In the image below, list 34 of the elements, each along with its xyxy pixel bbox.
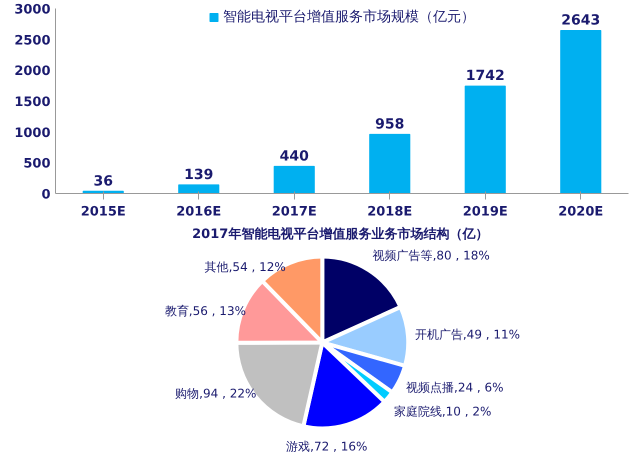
y-tick-label: 1000 [14, 126, 51, 141]
x-tick-label: 2015E [80, 204, 126, 220]
chart-title: 2017年智能电视平台增值服务业务市场结构（亿） [192, 226, 488, 242]
data-label: 139 [184, 166, 214, 183]
data-label: 36 [94, 173, 113, 190]
slice-label: 购物,94 , 22% [175, 386, 256, 401]
x-tick-label: 2020E [558, 204, 604, 220]
data-label: 440 [280, 148, 310, 164]
bar [274, 166, 315, 194]
slice-label: 游戏,72 , 16% [286, 440, 368, 454]
x-tick-label: 2019E [462, 204, 508, 220]
y-tick-label: 2500 [14, 33, 51, 48]
data-label: 958 [375, 116, 404, 132]
slice-label: 开机广告,49 , 11% [414, 328, 520, 342]
slice-label: 家庭院线,10 , 2% [394, 404, 492, 418]
y-tick-label: 0 [41, 188, 50, 202]
slice-label: 教育,56 , 13% [164, 304, 246, 318]
x-tick-label: 2017E [272, 204, 317, 220]
legend-label: 智能电视平台增值服务市场规模（亿元） [223, 8, 475, 26]
data-label: 2643 [561, 12, 600, 29]
bar [464, 86, 506, 194]
x-tick-label: 2018E [367, 204, 412, 220]
x-tick-label: 2016E [176, 204, 222, 220]
y-tick-label: 500 [23, 156, 51, 172]
slice-label: 视频点播,24 , 6% [406, 380, 504, 394]
bar [369, 134, 410, 194]
slice-label: 其他,54 , 12% [204, 260, 286, 274]
bar [178, 184, 220, 194]
data-label: 1742 [466, 68, 505, 84]
y-tick-label: 1500 [14, 95, 51, 110]
bar [560, 30, 602, 194]
y-tick-label: 3000 [14, 2, 51, 18]
y-tick-label: 2000 [14, 64, 51, 80]
slice-label: 视频广告等,80 , 18% [372, 248, 490, 262]
